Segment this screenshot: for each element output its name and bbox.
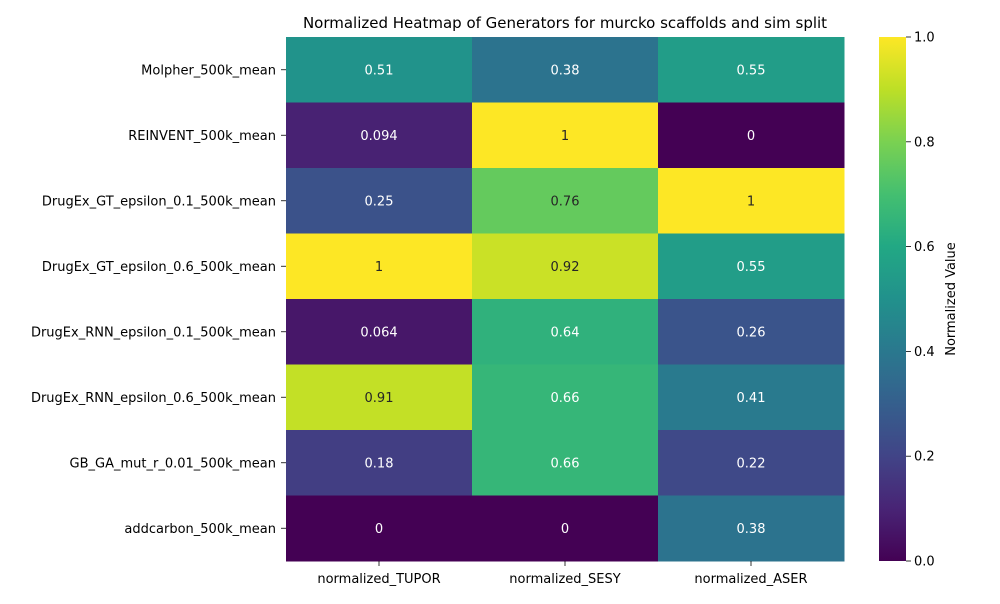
- heatmap-cells: 0.51 0.38 0.55 0.094 1 0 0.25 0.76 1 1 0.92 0.55 0.0…: [286, 37, 845, 562]
- heatmap-cell: [658, 233, 845, 300]
- colorbar-tick-label: 0.0: [914, 555, 935, 570]
- heatmap-cell: [658, 364, 845, 431]
- chart-title: Normalized Heatmap of Generators for mur…: [303, 14, 827, 32]
- heatmap-cell: [658, 37, 845, 103]
- cell-value-label: 0.66: [551, 456, 580, 471]
- colorbar: 0.0 0.2 0.4 0.6 0.8 1.0 Normalized Value: [879, 31, 959, 570]
- cell-value-label: 0.18: [365, 456, 394, 471]
- cell-value-label: 0: [375, 522, 383, 537]
- heatmap-cell: [286, 233, 473, 300]
- heatmap-cell: [472, 495, 659, 562]
- heatmap-cell: [658, 430, 845, 496]
- heatmap-cell: [658, 495, 845, 562]
- heatmap-cell: [472, 168, 659, 234]
- heatmap-cell: [472, 233, 659, 300]
- cell-value-label: 0.76: [551, 194, 580, 209]
- cell-value-label: 0: [561, 522, 569, 537]
- heatmap-cell: [658, 102, 845, 169]
- row-label: addcarbon_500k_mean: [124, 522, 276, 537]
- heatmap-cell: [472, 37, 659, 103]
- cell-value-label: 0.26: [737, 325, 766, 340]
- cell-value-label: 0.22: [737, 456, 766, 471]
- heatmap-cell: [658, 299, 845, 365]
- row-label: DrugEx_GT_epsilon_0.1_500k_mean: [42, 194, 276, 209]
- colorbar-tick-label: 0.2: [914, 450, 935, 465]
- colorbar-label: Normalized Value: [944, 242, 959, 356]
- cell-value-label: 0.41: [737, 391, 766, 406]
- colorbar-tick-label: 0.4: [914, 345, 935, 360]
- row-label: REINVENT_500k_mean: [128, 129, 276, 144]
- colorbar-tick-label: 0.6: [914, 240, 935, 255]
- row-label: DrugEx_RNN_epsilon_0.6_500k_mean: [31, 391, 276, 406]
- heatmap-cell: [472, 102, 659, 169]
- heatmap-cell: [286, 37, 473, 103]
- cell-value-label: 0.64: [551, 325, 580, 340]
- row-label: Molpher_500k_mean: [141, 63, 276, 78]
- cell-value-label: 0.25: [365, 194, 394, 209]
- cell-value-label: 0.38: [551, 63, 580, 78]
- cell-value-label: 0.064: [360, 325, 397, 340]
- column-label: normalized_SESY: [509, 572, 620, 587]
- column-labels: normalized_TUPOR normalized_SESY normalize…: [317, 561, 808, 587]
- heatmap-cell: [472, 364, 659, 431]
- heatmap-cell: [286, 299, 473, 365]
- cell-value-label: 0.92: [551, 260, 580, 275]
- heatmap-cell: [472, 430, 659, 496]
- heatmap-cell: [286, 364, 473, 431]
- column-label: normalized_ASER: [694, 572, 807, 587]
- row-label: DrugEx_GT_epsilon_0.6_500k_mean: [42, 260, 276, 275]
- heatmap-cell: [472, 299, 659, 365]
- cell-value-label: 0.66: [551, 391, 580, 406]
- cell-value-label: 0.51: [365, 63, 394, 78]
- cell-value-label: 1: [375, 260, 383, 275]
- cell-value-label: 0.094: [360, 129, 397, 144]
- heatmap-cell: [658, 168, 845, 234]
- cell-value-label: 0: [747, 129, 755, 144]
- cell-value-label: 1: [747, 194, 755, 209]
- heatmap-cell: [286, 102, 473, 169]
- row-labels: Molpher_500k_mean REINVENT_500k_mean DrugE…: [31, 63, 286, 537]
- column-label: normalized_TUPOR: [317, 572, 440, 587]
- row-label: GB_GA_mut_r_0.01_500k_mean: [70, 456, 276, 471]
- row-label: DrugEx_RNN_epsilon_0.1_500k_mean: [31, 325, 276, 340]
- heatmap-cell: [286, 495, 473, 562]
- heatmap-cell: [286, 430, 473, 496]
- cell-value-label: 0.91: [365, 391, 394, 406]
- cell-value-label: 0.55: [737, 260, 766, 275]
- cell-value-label: 0.38: [737, 522, 766, 537]
- cell-value-label: 1: [561, 129, 569, 144]
- colorbar-tick-label: 0.8: [914, 135, 935, 150]
- colorbar-gradient: [879, 37, 906, 561]
- heatmap-cell: [286, 168, 473, 234]
- cell-value-label: 0.55: [737, 63, 766, 78]
- colorbar-tick-label: 1.0: [914, 31, 935, 46]
